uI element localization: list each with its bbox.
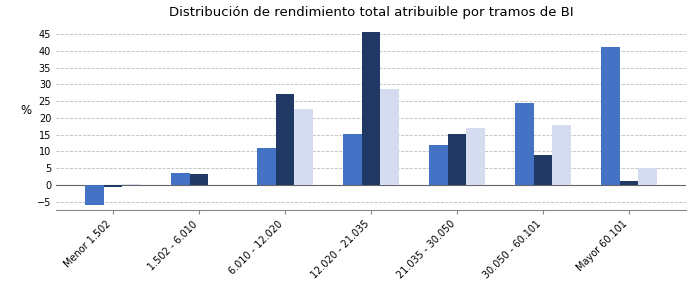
Bar (620, 181, 638, 185)
Bar (276, 94, 295, 185)
Bar (428, 145, 447, 185)
Bar (601, 47, 620, 185)
Bar (638, 168, 657, 185)
Bar (533, 155, 552, 185)
Bar (85, 185, 104, 205)
Y-axis label: %: % (20, 104, 32, 117)
Bar (342, 134, 361, 185)
Bar (122, 184, 141, 185)
Bar (514, 103, 533, 185)
Bar (447, 134, 466, 185)
Bar (361, 32, 381, 185)
Bar (466, 128, 485, 185)
Bar (257, 148, 276, 185)
Bar (171, 173, 190, 185)
Bar (552, 124, 571, 185)
Bar (295, 110, 314, 185)
Title: Distribución de rendimiento total atribuible por tramos de BI: Distribución de rendimiento total atribu… (169, 6, 573, 19)
Bar (190, 174, 209, 185)
Bar (381, 89, 400, 185)
Bar (104, 185, 122, 187)
